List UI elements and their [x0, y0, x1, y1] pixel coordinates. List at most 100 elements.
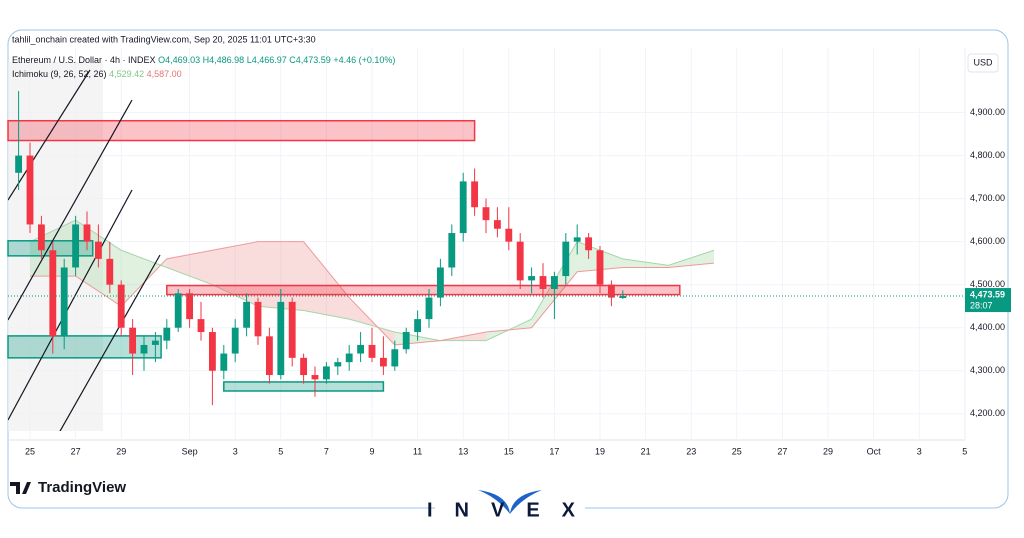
x-tick-label: 29: [823, 446, 833, 456]
x-tick-label: 13: [458, 446, 468, 456]
cloud-segment: [668, 250, 714, 268]
y-tick-label: 4,400.00: [970, 322, 1005, 332]
candle-body: [197, 319, 205, 333]
x-tick-label: 25: [25, 446, 35, 456]
cloud-segment: [303, 241, 350, 320]
candle-body: [243, 301, 251, 328]
candle-body: [129, 327, 137, 354]
frame: [7, 29, 1009, 509]
candle-body: [516, 241, 524, 281]
candle-body: [493, 220, 501, 229]
candle-body: [596, 250, 604, 285]
x-tick-label: 7: [324, 446, 329, 456]
candle-body: [151, 340, 159, 345]
brand-backdrop: [435, 494, 585, 524]
brand-name: INVEX: [427, 499, 597, 521]
x-tick-label: 27: [71, 446, 81, 456]
y-tick-label: 4,700.00: [970, 193, 1005, 203]
x-tick-label: 5: [962, 446, 967, 456]
tradingview-logo: TradingView: [10, 479, 126, 496]
candle-body: [174, 293, 182, 328]
x-tick-label: 21: [641, 446, 651, 456]
currency[interactable]: USD: [973, 57, 993, 67]
countdown: 28:07: [970, 300, 993, 310]
candle-body: [322, 366, 330, 380]
high-value: H4,486.98: [203, 55, 245, 65]
close-value: C4,473.59: [289, 55, 331, 65]
candle-body: [573, 237, 581, 242]
candle-body: [60, 267, 68, 337]
change-value: +4.46 (+0.10%): [333, 55, 395, 65]
channel-line: [8, 99, 133, 321]
cloud-segment: [212, 241, 258, 307]
candle-body: [117, 284, 125, 328]
candle-body: [619, 296, 627, 299]
platform-name: TradingView: [38, 479, 126, 496]
x-tick-label: Sep: [182, 446, 198, 456]
x-tick-label: Oct: [867, 446, 882, 456]
indicator-line: Ichimoku (9, 26, 52, 26) 4,529.42 4,587.…: [12, 69, 182, 79]
y-tick-label: 4,200.00: [970, 408, 1005, 418]
candle-body: [539, 276, 547, 289]
candle-body: [436, 267, 444, 298]
candle-body: [471, 181, 479, 208]
cloud-segment: [258, 241, 304, 311]
logo-mark: [10, 482, 31, 494]
last-price-label: 4,473.59: [970, 289, 1005, 299]
x-tick-label: 3: [917, 446, 922, 456]
indicator-value: 4,587.00: [147, 69, 182, 79]
candle-body: [368, 344, 376, 358]
candle-body: [550, 276, 558, 289]
candle-body: [83, 224, 91, 242]
candle-body: [425, 297, 433, 320]
zone: [166, 284, 681, 296]
candle-body: [15, 155, 23, 173]
candle-body: [220, 353, 228, 371]
zone: [7, 335, 162, 359]
low-value: L4,466.97: [247, 55, 287, 65]
candle-body: [607, 284, 615, 298]
candle-body: [311, 375, 319, 380]
zones: [7, 119, 681, 392]
candle-body: [300, 357, 308, 376]
candle-body: [26, 155, 34, 225]
candle-body: [448, 233, 456, 268]
candle-body: [562, 241, 570, 277]
candle-body: [334, 362, 342, 367]
brand-mark: [478, 490, 542, 514]
y-tick-label: 4,900.00: [970, 107, 1005, 117]
candles: [15, 91, 627, 406]
x-tick-label: 15: [504, 446, 514, 456]
cloud-segment: [622, 258, 669, 268]
channel-line: [8, 189, 133, 421]
channel-line: [59, 254, 161, 431]
candle-body: [254, 301, 262, 337]
y-tick-label: 4,800.00: [970, 150, 1005, 160]
indicator-value: 4,529.42: [109, 69, 144, 79]
candle-body: [265, 336, 273, 376]
x-tick-label: 17: [549, 446, 559, 456]
candle-body: [277, 301, 285, 376]
axes: 4,200.00 4,300.00 4,400.00 4,500.00 4,600.00…: [8, 107, 1011, 456]
candle-body: [528, 276, 536, 281]
candle-body: [288, 301, 296, 358]
indicator-name: Ichimoku (9, 26, 52, 26): [12, 69, 107, 79]
symbol: Ethereum / U.S. Dollar · 4h · INDEX: [12, 55, 156, 65]
x-tick-label: 5: [278, 446, 283, 456]
x-tick-label: 11: [413, 446, 422, 456]
candle-body: [414, 319, 422, 333]
candle-body: [402, 332, 410, 350]
candle-body: [163, 327, 171, 341]
x-tick-label: 3: [233, 446, 238, 456]
candle-body: [459, 181, 467, 234]
candle-body: [37, 224, 45, 251]
candle-body: [391, 349, 399, 367]
currency-box[interactable]: [967, 53, 999, 73]
candle-body: [106, 258, 114, 285]
candle-body: [482, 207, 490, 221]
candle-body: [379, 357, 387, 367]
candle-body: [72, 224, 80, 268]
candle-body: [208, 332, 216, 371]
